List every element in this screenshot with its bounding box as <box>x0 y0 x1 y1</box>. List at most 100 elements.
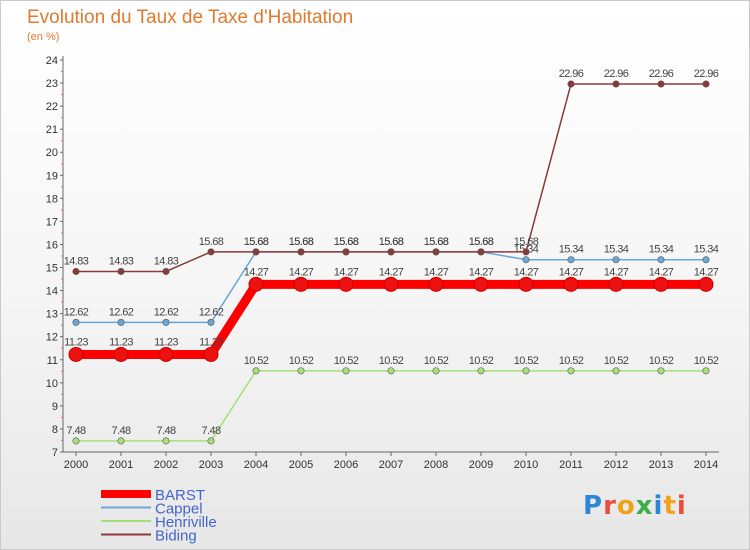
data-point <box>612 256 620 264</box>
data-point <box>477 248 485 256</box>
data-point <box>657 80 665 88</box>
data-label: 15.68 <box>469 236 494 248</box>
data-label: 10.52 <box>244 355 269 367</box>
data-point <box>522 248 530 256</box>
data-point <box>117 318 125 326</box>
data-label: 22.96 <box>694 68 719 80</box>
data-label: 10.52 <box>559 355 584 367</box>
chart-title: Evolution du Taux de Taxe d'Habitation <box>27 7 354 28</box>
x-tick-label: 2004 <box>244 459 268 471</box>
data-point <box>72 267 80 275</box>
x-tick-label: 2006 <box>334 459 358 471</box>
data-label: 15.34 <box>604 244 629 256</box>
data-point <box>698 276 714 292</box>
data-label: 10.52 <box>649 355 674 367</box>
data-point <box>563 276 579 292</box>
data-label: 15.68 <box>379 236 404 248</box>
data-label: 7.48 <box>66 425 85 437</box>
series-barst: 11.23 11.23 11.23 11.23 14.27 14.27 14.27 14.27… <box>64 266 719 362</box>
data-point <box>342 367 350 375</box>
data-label: 14.27 <box>334 266 359 278</box>
chart-subtitle: (en %) <box>27 31 60 43</box>
y-tick-label: 10 <box>46 378 58 390</box>
x-tick-label: 2010 <box>514 459 538 471</box>
data-label: 15.34 <box>694 244 719 256</box>
data-label: 22.96 <box>559 68 584 80</box>
data-label: 14.27 <box>604 266 629 278</box>
data-point <box>113 346 129 362</box>
proxiti-logo: Proxiti <box>583 491 687 521</box>
legend-label: Biding <box>155 528 197 545</box>
data-point <box>293 276 309 292</box>
data-label: 15.68 <box>199 236 224 248</box>
data-point <box>702 256 710 264</box>
series-biding: 14.83 14.83 14.83 15.68 15.68 15.68 15.68 15.68… <box>64 68 719 275</box>
y-tick-label: 22 <box>46 101 58 113</box>
data-point <box>297 248 305 256</box>
data-label: 14.27 <box>289 266 314 278</box>
data-label: 14.27 <box>559 266 584 278</box>
data-label: 12.62 <box>109 306 134 318</box>
data-label: 12.62 <box>154 306 179 318</box>
y-tick-label: 19 <box>46 170 58 182</box>
data-label: 10.52 <box>694 355 719 367</box>
data-label: 7.48 <box>111 425 130 437</box>
data-label: 10.52 <box>424 355 449 367</box>
data-point <box>567 256 575 264</box>
legend-label: Henriville <box>155 514 217 531</box>
data-label: 15.34 <box>649 244 674 256</box>
x-tick-label: 2000 <box>64 459 88 471</box>
x-tick-label: 2012 <box>604 459 628 471</box>
data-label: 15.68 <box>379 236 404 248</box>
data-point <box>72 318 80 326</box>
data-point <box>612 367 620 375</box>
data-point <box>702 367 710 375</box>
x-tick-label: 2007 <box>379 459 403 471</box>
data-point <box>428 276 444 292</box>
data-label: 14.27 <box>424 266 449 278</box>
data-label: 12.62 <box>199 306 224 318</box>
data-point <box>477 367 485 375</box>
data-point <box>252 367 260 375</box>
data-label: 15.68 <box>289 236 314 248</box>
y-tick-label: 20 <box>46 147 58 159</box>
data-label: 11.23 <box>199 336 223 348</box>
y-tick-label: 18 <box>46 193 58 205</box>
data-point <box>432 367 440 375</box>
data-label: 15.68 <box>424 236 449 248</box>
data-point <box>432 248 440 256</box>
data-label: 15.68 <box>334 236 359 248</box>
data-point <box>117 437 125 445</box>
data-label: 10.52 <box>469 355 494 367</box>
logo-letter: x <box>635 491 654 521</box>
y-tick-label: 13 <box>46 309 58 321</box>
y-tick-label: 7 <box>52 447 58 459</box>
y-tick-label: 24 <box>46 55 58 67</box>
data-point <box>473 276 489 292</box>
x-tick-label: 2002 <box>154 459 178 471</box>
x-tick-label: 2003 <box>199 459 223 471</box>
y-tick-label: 16 <box>46 239 58 251</box>
data-label: 14.27 <box>469 266 494 278</box>
data-label: 10.52 <box>379 355 404 367</box>
data-label: 10.52 <box>514 355 539 367</box>
data-point <box>522 367 530 375</box>
y-tick-label: 23 <box>46 78 58 90</box>
x-tick-label: 2013 <box>649 459 673 471</box>
logo-letter: i <box>676 491 687 521</box>
data-label: 14.27 <box>379 266 404 278</box>
x-tick-label: 2009 <box>469 459 493 471</box>
data-label: 14.83 <box>109 255 134 267</box>
x-tick-label: 2014 <box>694 459 718 471</box>
data-point <box>252 248 260 256</box>
logo-letter: P <box>583 491 604 521</box>
data-label: 14.83 <box>154 255 179 267</box>
y-tick-label: 15 <box>46 263 58 275</box>
data-point <box>68 346 84 362</box>
data-label: 11.23 <box>154 336 178 348</box>
data-label: 7.48 <box>201 425 220 437</box>
data-point <box>207 437 215 445</box>
